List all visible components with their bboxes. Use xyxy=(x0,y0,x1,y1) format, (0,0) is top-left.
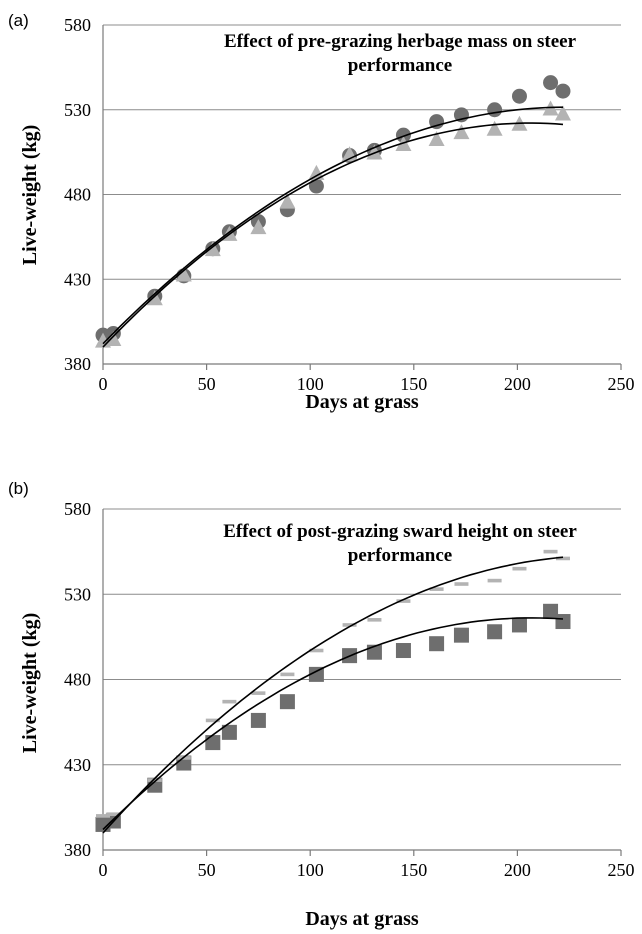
panel-b-series-2-point xyxy=(251,691,266,695)
panel-b-series-2-point xyxy=(280,672,295,677)
panel-b-series-2-point xyxy=(396,599,411,603)
panel-a-y-tick-label: 480 xyxy=(64,185,91,205)
panel-a-x-tick-label: 0 xyxy=(99,374,108,394)
panel-a-title-line-2: performance xyxy=(348,55,452,76)
panel-a-series-1-point xyxy=(429,114,445,130)
panel-b-series-2-point xyxy=(147,778,162,782)
panel-a-series-1-point xyxy=(308,178,324,194)
panel-b-series-2-point xyxy=(429,587,444,591)
panel-a-series-2-point xyxy=(308,164,325,180)
panel-a-series-2-point xyxy=(366,144,383,160)
panel-b-y-tick-label: 380 xyxy=(64,840,91,860)
panel-a-series-1-point xyxy=(511,88,527,104)
panel-b-series-2-point xyxy=(487,578,502,583)
panel-b-series-1-point xyxy=(487,624,503,640)
panel-b-series-1-point xyxy=(308,666,324,682)
panel-a-series-2-point xyxy=(175,266,192,282)
panel-a-series-2-point xyxy=(428,130,445,146)
panel-b-x-tick-label: 250 xyxy=(608,860,635,880)
panel-b-title-line-2: performance xyxy=(348,545,452,566)
panel-a-y-tick-label: 530 xyxy=(64,100,91,120)
panel-b-series-2-point xyxy=(96,814,110,818)
panel-b-x-tick-label: 0 xyxy=(99,860,108,880)
panel-b-series-1-trendline xyxy=(102,617,564,831)
panel-a-x-tick-label: 150 xyxy=(400,374,427,394)
panel-b-series-2-point xyxy=(367,618,382,622)
panel-b-series-2-point xyxy=(342,623,357,627)
panel-b-x-tick-label: 200 xyxy=(504,860,531,880)
panel-b-series-2-point xyxy=(106,812,121,816)
panel-b-series-2-trendline xyxy=(102,556,564,834)
panel-a-x-tick-label: 100 xyxy=(297,374,324,394)
panel-b-series-1-point xyxy=(250,712,266,728)
panel-b-y-axis-label: Live-weight (kg) xyxy=(19,613,41,754)
panel-b-series-2-point xyxy=(205,718,220,723)
panel-a-y-tick-label: 580 xyxy=(64,15,91,35)
panel-a-y-axis-label: Live-weight (kg) xyxy=(19,125,41,266)
panel-a-series-2-point xyxy=(105,330,122,346)
panel-a-series-1-point xyxy=(543,75,559,91)
panel-a-series-2-point xyxy=(279,193,296,209)
panel-a-series-2-point xyxy=(204,241,221,257)
panel-b-y-tick-label: 530 xyxy=(64,584,91,604)
panel-a-series-2-point xyxy=(554,105,571,121)
panel-b: (b) Effect of post-grazing sward height o… xyxy=(8,479,635,930)
panel-b-series-1-point xyxy=(395,643,411,659)
panel-a: (a) Effect of pre-grazing herbage mass on… xyxy=(8,11,635,413)
panel-a-x-axis-label: Days at grass xyxy=(305,391,419,413)
panel-b-series-1-point xyxy=(555,614,571,630)
panel-a-series-2-point xyxy=(486,120,503,136)
panel-b-series-2-point xyxy=(543,549,558,554)
panel-a-label: (a) xyxy=(8,11,29,30)
panel-a-title-line-1: Effect of pre-grazing herbage mass on st… xyxy=(224,31,577,52)
panel-a-x-tick-label: 50 xyxy=(198,374,216,394)
panel-a-series-1-trendline xyxy=(102,106,564,345)
panel-b-y-tick-label: 480 xyxy=(64,670,91,690)
panel-a-series-1-point xyxy=(395,127,411,143)
panel-b-series-1-point xyxy=(205,735,221,751)
panel-b-y-tick-label: 580 xyxy=(64,499,91,519)
panel-a-series-1-point xyxy=(487,102,503,118)
panel-a-x-tick-label: 250 xyxy=(608,374,635,394)
panel-a-series-2-point xyxy=(146,290,163,306)
panel-a-series-2-point xyxy=(250,219,267,235)
panel-b-x-tick-label: 50 xyxy=(198,860,216,880)
panel-a-series-2-point xyxy=(453,124,470,140)
panel-b-series-1-point xyxy=(221,724,237,740)
panel-b-series-2-point xyxy=(512,566,527,571)
panel-a-y-tick-label: 380 xyxy=(64,354,91,374)
panel-b-series-1-point xyxy=(279,694,295,710)
panel-b-series-1-point xyxy=(429,636,445,652)
panel-a-series-2-trendline xyxy=(102,122,564,348)
panel-b-series-2-point xyxy=(222,699,237,704)
panel-b-x-tick-label: 150 xyxy=(400,860,427,880)
panel-b-label: (b) xyxy=(8,479,29,498)
panel-b-series-2-point xyxy=(454,582,469,586)
panel-a-series-1-point xyxy=(555,83,571,99)
panel-b-series-2-point xyxy=(555,556,570,561)
panel-b-x-tick-label: 100 xyxy=(297,860,324,880)
panel-b-series-1-point xyxy=(511,617,527,633)
panel-b-series-1-point xyxy=(543,603,559,619)
panel-b-y-tick-label: 430 xyxy=(64,755,91,775)
panel-a-x-tick-label: 200 xyxy=(504,374,531,394)
panel-b-title-line-1: Effect of post-grazing sward height on s… xyxy=(223,521,577,542)
panel-b-series-1-point xyxy=(453,627,469,643)
panel-b-series-2-point xyxy=(309,648,324,653)
panel-a-y-tick-label: 430 xyxy=(64,269,91,289)
panel-b-x-axis-label: Days at grass xyxy=(305,908,419,930)
